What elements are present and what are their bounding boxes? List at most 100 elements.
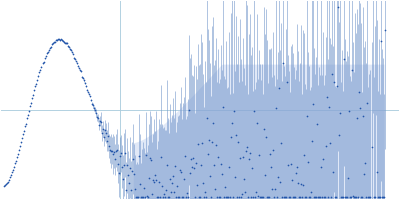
Point [371,195,378,199]
Point [167,177,173,180]
Point [269,187,276,190]
Point [289,179,296,182]
Point [343,195,350,199]
Point [378,195,385,199]
Point [139,195,145,199]
Point [223,195,229,199]
Point [191,166,197,170]
Point [215,155,221,158]
Point [124,174,131,177]
Point [260,195,266,199]
Point [272,188,278,191]
Point [106,145,112,148]
Point [8,173,15,176]
Point [150,178,156,182]
Point [380,195,387,199]
Point [60,40,67,43]
Point [253,191,259,194]
Point [288,162,294,165]
Point [192,195,198,199]
Point [94,116,101,120]
Point [132,195,139,199]
Point [286,195,292,199]
Point [50,41,57,44]
Point [278,142,284,145]
Point [122,151,128,154]
Point [90,107,97,110]
Point [227,195,233,199]
Point [124,164,130,167]
Point [329,72,336,75]
Point [183,195,189,199]
Point [292,195,298,199]
Point [110,152,116,155]
Point [202,191,208,194]
Point [306,195,312,199]
Point [26,110,33,113]
Point [34,79,41,82]
Point [207,175,213,178]
Point [76,68,83,71]
Point [84,88,90,91]
Point [176,195,182,199]
Point [326,106,332,109]
Point [147,156,153,159]
Point [110,150,117,154]
Point [331,80,338,83]
Point [108,149,115,152]
Point [258,195,264,199]
Point [171,190,177,194]
Point [74,61,80,65]
Point [293,172,300,175]
Point [21,129,28,133]
Point [296,195,302,199]
Point [18,141,25,144]
Point [280,62,286,65]
Point [102,132,109,135]
Point [184,192,190,195]
Point [357,107,364,110]
Point [66,47,73,51]
Point [13,159,20,162]
Point [14,156,21,159]
Point [80,79,87,82]
Point [261,128,267,131]
Point [158,155,164,158]
Point [126,181,132,184]
Point [175,195,181,199]
Point [64,45,71,48]
Point [259,195,265,199]
Point [104,135,111,138]
Point [381,28,388,32]
Point [178,170,184,173]
Point [5,181,12,184]
Point [330,171,336,174]
Point [152,173,158,177]
Point [52,38,59,41]
Point [120,177,126,180]
Point [6,178,13,181]
Point [74,64,81,67]
Point [96,119,103,123]
Point [241,178,247,181]
Point [224,195,230,199]
Point [214,195,220,199]
Point [375,195,382,199]
Point [51,40,58,43]
Point [134,195,140,198]
Point [180,195,186,199]
Point [144,195,150,198]
Point [324,95,330,98]
Point [27,104,34,107]
Point [309,140,316,143]
Point [339,195,346,199]
Point [281,195,288,199]
Point [140,195,146,199]
Point [300,183,306,187]
Point [169,182,175,185]
Point [313,195,320,199]
Point [190,156,196,159]
Point [242,190,248,193]
Point [42,55,49,58]
Point [308,190,314,193]
